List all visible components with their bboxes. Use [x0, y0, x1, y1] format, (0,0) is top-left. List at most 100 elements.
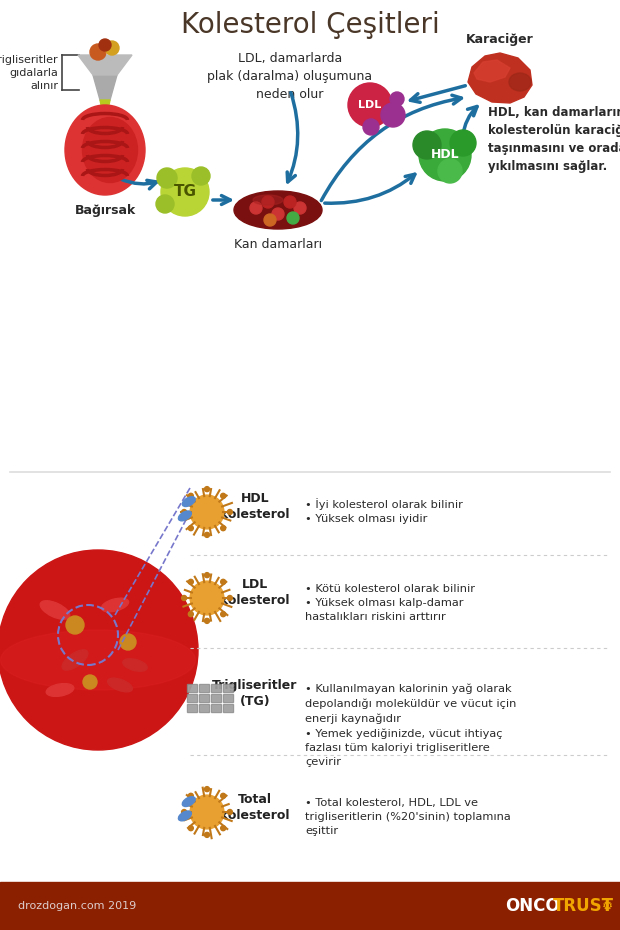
- Bar: [211, 704, 221, 712]
- Bar: [211, 694, 221, 702]
- Circle shape: [205, 618, 210, 623]
- Ellipse shape: [108, 678, 132, 692]
- Ellipse shape: [62, 650, 88, 671]
- Circle shape: [182, 809, 187, 815]
- Circle shape: [228, 809, 232, 815]
- Ellipse shape: [509, 73, 531, 91]
- Bar: [212, 705, 220, 711]
- Bar: [199, 694, 209, 702]
- Text: Trigliseritler
gıdalarla
alınır: Trigliseritler gıdalarla alınır: [0, 55, 58, 91]
- Ellipse shape: [1, 630, 195, 690]
- Text: Kan damarları: Kan damarları: [234, 238, 322, 251]
- Circle shape: [188, 612, 193, 617]
- Ellipse shape: [182, 797, 195, 806]
- Circle shape: [90, 44, 106, 60]
- Polygon shape: [474, 60, 510, 82]
- Circle shape: [450, 130, 476, 156]
- Bar: [199, 704, 209, 712]
- Circle shape: [156, 195, 174, 213]
- Text: drozdogan.com 2019: drozdogan.com 2019: [18, 901, 136, 911]
- Bar: [211, 684, 221, 692]
- Bar: [223, 684, 233, 692]
- Circle shape: [221, 525, 226, 531]
- Bar: [224, 695, 232, 701]
- Circle shape: [221, 493, 226, 498]
- Bar: [212, 685, 220, 691]
- Bar: [224, 705, 232, 711]
- Text: HDL
kolesterol: HDL kolesterol: [220, 493, 290, 522]
- Bar: [212, 695, 220, 701]
- Text: LDL: LDL: [358, 100, 382, 110]
- Polygon shape: [93, 75, 117, 100]
- Circle shape: [120, 634, 136, 650]
- Bar: [188, 695, 196, 701]
- Text: Trigliseritler
(TG): Trigliseritler (TG): [212, 679, 298, 708]
- Circle shape: [381, 103, 405, 127]
- Circle shape: [438, 159, 462, 183]
- Polygon shape: [78, 55, 132, 75]
- Bar: [223, 694, 233, 702]
- Circle shape: [161, 168, 209, 216]
- Circle shape: [188, 493, 193, 498]
- Bar: [0, 882, 620, 930]
- Circle shape: [157, 168, 177, 188]
- Circle shape: [419, 129, 471, 181]
- Ellipse shape: [179, 811, 192, 821]
- Circle shape: [390, 92, 404, 106]
- Circle shape: [272, 208, 284, 220]
- Text: LDL
kolesterol: LDL kolesterol: [220, 578, 290, 607]
- Bar: [223, 704, 233, 712]
- Circle shape: [182, 595, 187, 601]
- Bar: [200, 695, 208, 701]
- Circle shape: [221, 579, 226, 584]
- Circle shape: [262, 196, 274, 208]
- Circle shape: [192, 167, 210, 185]
- Circle shape: [205, 573, 210, 578]
- Circle shape: [205, 787, 210, 791]
- Ellipse shape: [182, 497, 195, 507]
- Ellipse shape: [40, 601, 70, 619]
- Circle shape: [182, 510, 187, 514]
- Bar: [187, 694, 197, 702]
- Bar: [188, 705, 196, 711]
- Polygon shape: [100, 100, 110, 115]
- Ellipse shape: [82, 117, 138, 182]
- Circle shape: [264, 214, 276, 226]
- Circle shape: [205, 532, 210, 538]
- Circle shape: [284, 196, 296, 208]
- Circle shape: [190, 495, 224, 529]
- Bar: [188, 685, 196, 691]
- Ellipse shape: [253, 195, 283, 205]
- Text: Bağırsak: Bağırsak: [74, 204, 136, 217]
- Text: Kolesterol Çeşitleri: Kolesterol Çeşitleri: [180, 11, 440, 39]
- Circle shape: [287, 212, 299, 224]
- Circle shape: [105, 41, 119, 55]
- Circle shape: [188, 525, 193, 531]
- Text: • Kullanılmayan kalorinin yağ olarak
depolandığı moleküldür ve vücut için
enerji: • Kullanılmayan kalorinin yağ olarak dep…: [305, 684, 516, 766]
- Circle shape: [0, 550, 198, 750]
- Text: • Kötü kolesterol olarak bilinir
• Yüksek olması kalp-damar
hastalıkları riskini: • Kötü kolesterol olarak bilinir • Yükse…: [305, 584, 475, 622]
- Circle shape: [228, 595, 232, 601]
- Circle shape: [228, 510, 232, 514]
- Ellipse shape: [123, 658, 147, 671]
- Bar: [200, 685, 208, 691]
- Circle shape: [221, 793, 226, 798]
- Circle shape: [188, 793, 193, 798]
- Circle shape: [188, 826, 193, 830]
- Circle shape: [83, 675, 97, 689]
- Text: ⚙: ⚙: [601, 899, 613, 912]
- Circle shape: [190, 581, 224, 615]
- Text: HDL, kan damarlarından
kolesterolün karaciğere
taşınmasını ve orada
yıkılmasını : HDL, kan damarlarından kolesterolün kara…: [488, 107, 620, 174]
- Text: • İyi kolesterol olarak bilinir
• Yüksek olması iyidir: • İyi kolesterol olarak bilinir • Yüksek…: [305, 498, 463, 524]
- Circle shape: [66, 616, 84, 634]
- Ellipse shape: [179, 511, 192, 521]
- Circle shape: [205, 832, 210, 837]
- Text: TRUST: TRUST: [553, 897, 614, 915]
- Circle shape: [348, 83, 392, 127]
- Bar: [199, 684, 209, 692]
- Text: LDL, damarlarda
plak (daralma) oluşumuna
neden olur: LDL, damarlarda plak (daralma) oluşumuna…: [208, 52, 373, 101]
- Text: Total
kolesterol: Total kolesterol: [220, 792, 290, 821]
- Circle shape: [413, 131, 441, 159]
- Circle shape: [188, 579, 193, 584]
- Text: HDL: HDL: [431, 149, 459, 162]
